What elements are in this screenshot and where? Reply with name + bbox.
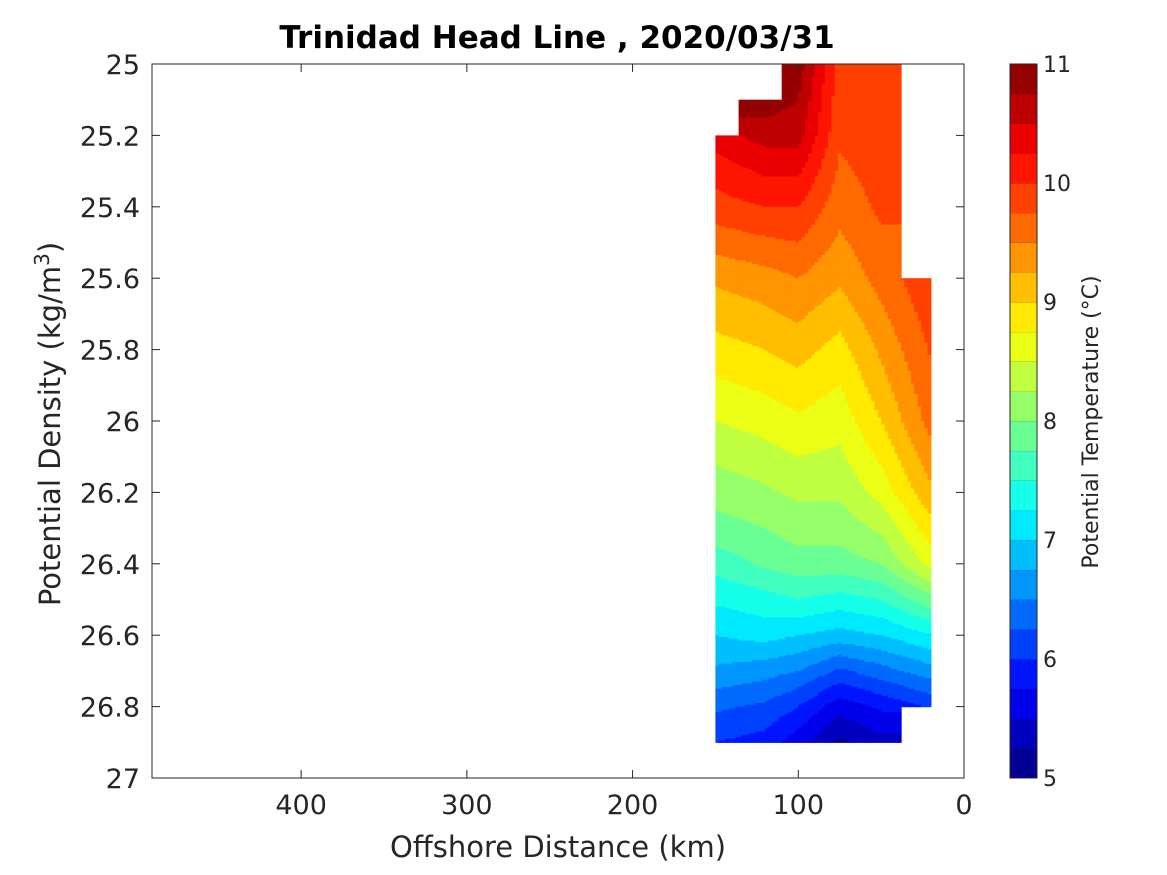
chart-title: Trinidad Head Line , 2020/03/31 [279, 20, 834, 56]
plot-area: 400 300 200 100 0 2525.225.425.625.82626.226… [80, 50, 973, 821]
contour-fill [715, 64, 931, 743]
